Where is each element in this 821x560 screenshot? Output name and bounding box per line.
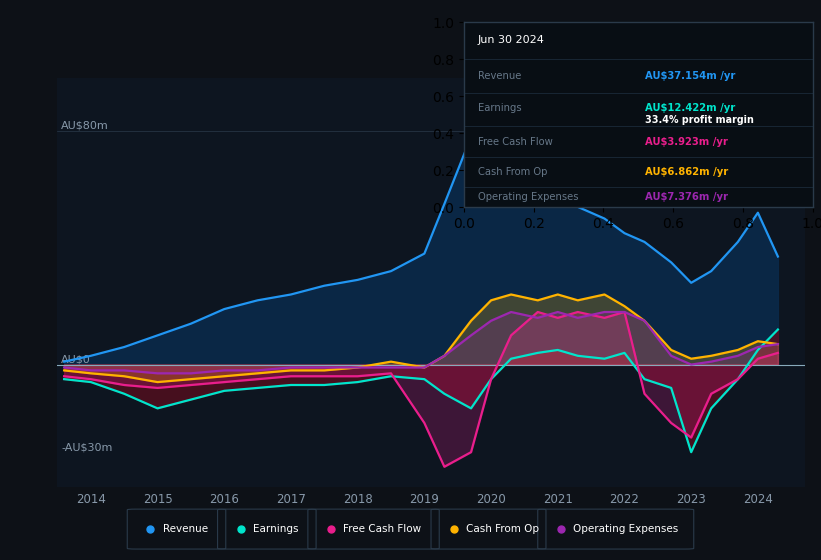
Text: Earnings: Earnings: [478, 104, 521, 113]
Text: Jun 30 2024: Jun 30 2024: [478, 35, 544, 45]
Text: AU$37.154m /yr: AU$37.154m /yr: [645, 71, 736, 81]
Text: AU$7.376m /yr: AU$7.376m /yr: [645, 192, 728, 202]
Text: Cash From Op: Cash From Op: [478, 167, 548, 177]
Text: Free Cash Flow: Free Cash Flow: [478, 137, 553, 147]
Text: AU$3.923m /yr: AU$3.923m /yr: [645, 137, 728, 147]
Text: 33.4% profit margin: 33.4% profit margin: [645, 115, 754, 125]
Text: Revenue: Revenue: [163, 524, 208, 534]
Text: AU$80m: AU$80m: [62, 121, 109, 131]
Text: Cash From Op: Cash From Op: [466, 524, 539, 534]
Text: AU$6.862m /yr: AU$6.862m /yr: [645, 167, 728, 177]
Text: AU$12.422m /yr: AU$12.422m /yr: [645, 104, 736, 113]
Text: AU$0: AU$0: [62, 354, 91, 365]
Text: Earnings: Earnings: [253, 524, 298, 534]
Text: Revenue: Revenue: [478, 71, 521, 81]
Text: Operating Expenses: Operating Expenses: [573, 524, 678, 534]
Text: Free Cash Flow: Free Cash Flow: [343, 524, 421, 534]
Text: -AU$30m: -AU$30m: [62, 442, 112, 452]
Text: Operating Expenses: Operating Expenses: [478, 192, 578, 202]
